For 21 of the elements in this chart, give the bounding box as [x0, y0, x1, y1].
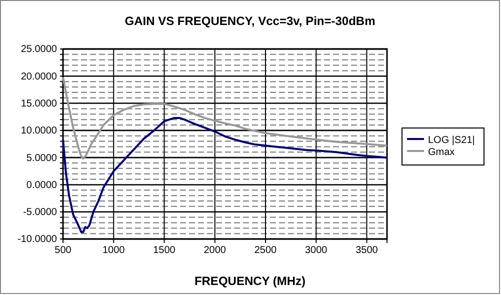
y-tick-label: 10.0000	[20, 126, 58, 137]
x-tick-label: 3000	[305, 245, 328, 256]
x-tick-label: 2500	[254, 245, 278, 256]
x-tick-label: 3500	[356, 245, 378, 256]
x-tick-label: 1000	[102, 245, 126, 256]
chart-title: GAIN VS FREQUENCY, Vcc=3v, Pin=-30dBm	[124, 14, 376, 28]
y-tick-label: 5.0000	[26, 152, 58, 164]
x-tick-label: 1500	[153, 245, 176, 256]
legend-label: LOG |S21|	[428, 135, 475, 146]
y-tick-label: 0.0000	[26, 180, 58, 191]
y-tick-label: -5.0000	[23, 207, 58, 218]
line-series	[62, 76, 388, 160]
y-tick-label: 15.0000	[20, 98, 58, 110]
y-tick-label: 25.0000	[20, 44, 58, 56]
legend-label: Gmax	[428, 147, 455, 158]
x-axis-title: FREQUENCY (MHz)	[194, 274, 306, 288]
y-tick-label: 20.0000	[20, 71, 58, 82]
x-tick-label: 500	[54, 245, 72, 256]
y-tick-label: -10.0000	[18, 234, 58, 246]
x-tick-label: 2000	[204, 245, 226, 256]
line-series	[62, 116, 388, 233]
